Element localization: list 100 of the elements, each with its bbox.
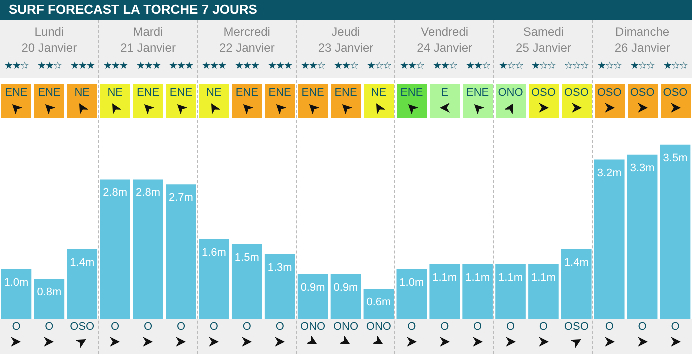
text: O xyxy=(538,321,549,333)
bar xyxy=(562,249,592,319)
data-label: 1.1m xyxy=(432,272,458,284)
text: ★★☆ xyxy=(36,60,62,72)
text: ONO xyxy=(332,321,360,333)
text: ★★★ xyxy=(135,60,162,72)
text: 25 Janvier xyxy=(515,40,572,56)
data-label: 2.7m xyxy=(169,192,194,204)
bar xyxy=(166,184,196,319)
text: O xyxy=(274,321,286,333)
text: O xyxy=(505,321,516,333)
data-label: 1.4m xyxy=(564,256,589,269)
text: Vendredi xyxy=(420,24,470,40)
text: ★★★ xyxy=(267,60,294,72)
data-label: 1.4m xyxy=(70,256,95,269)
text: O xyxy=(110,321,121,333)
text: O xyxy=(472,321,484,333)
text: ENE xyxy=(396,84,427,118)
text: ENE xyxy=(331,84,361,118)
text: 21 Janvier xyxy=(120,40,177,56)
text: ★☆☆ xyxy=(366,60,392,72)
bar xyxy=(67,249,98,319)
bar xyxy=(133,180,164,319)
text: OSO xyxy=(562,84,592,118)
data-label: 1.3m xyxy=(268,262,292,274)
text: Dimanche xyxy=(614,24,671,40)
text: O xyxy=(637,321,648,333)
text: ★☆☆ xyxy=(530,60,557,72)
text: O xyxy=(176,321,187,333)
text: Samedi xyxy=(522,24,566,40)
text: NE xyxy=(199,84,230,118)
text: OSO xyxy=(563,321,590,333)
text: O xyxy=(44,321,55,333)
text: 22 Janvier xyxy=(218,40,276,56)
text: ★★★ xyxy=(201,60,228,72)
text: Mardi xyxy=(132,24,164,40)
text: O xyxy=(143,321,154,333)
text: ENE xyxy=(232,84,262,118)
data-label: 1.0m xyxy=(400,276,424,289)
text: OSO xyxy=(594,84,625,118)
text: ★☆☆ xyxy=(596,60,623,72)
text: ★★★ xyxy=(168,60,194,72)
bar xyxy=(264,254,296,319)
text: ★★☆ xyxy=(398,60,425,72)
text: Mercredi xyxy=(222,24,272,40)
text: E xyxy=(430,84,460,118)
text: ★★★ xyxy=(69,60,96,72)
data-label: 0.9m xyxy=(300,282,326,294)
bar xyxy=(462,264,493,319)
bar xyxy=(528,264,559,319)
text: ★★★ xyxy=(102,60,128,72)
data-label: 3.5m xyxy=(663,152,688,164)
bar xyxy=(594,160,625,319)
data-label: 1.1m xyxy=(531,272,556,284)
bar xyxy=(496,264,526,319)
text: 20 Janvier xyxy=(20,40,78,56)
text: ★☆☆ xyxy=(630,60,656,72)
data-label: 3.2m xyxy=(597,167,622,180)
text: ENE xyxy=(34,84,64,118)
text: OSO xyxy=(660,84,691,118)
text: NE xyxy=(67,84,98,118)
text: NE xyxy=(100,84,130,118)
text: ONO xyxy=(365,321,392,333)
text: 26 Janvier xyxy=(614,40,672,56)
bar xyxy=(1,269,32,319)
bar xyxy=(660,144,691,319)
data-label: 1.6m xyxy=(202,246,226,259)
bar xyxy=(330,274,362,319)
data-label: 2.8m xyxy=(136,187,161,200)
text: ONO xyxy=(496,84,526,118)
text: O xyxy=(670,321,681,333)
data-label: 0.6m xyxy=(366,296,392,309)
text: Jeudi xyxy=(330,24,362,40)
text: ENE xyxy=(166,84,196,118)
text: ENE xyxy=(133,84,164,118)
text: ☆☆☆ xyxy=(564,60,590,72)
data-label: 3.3m xyxy=(630,162,655,174)
bar xyxy=(430,264,460,319)
text: ★☆☆ xyxy=(498,60,524,72)
bar xyxy=(34,279,65,319)
text: ENE xyxy=(462,84,493,118)
bar xyxy=(364,289,394,319)
data-label: 1.1m xyxy=(466,272,490,284)
data-label: 1.1m xyxy=(498,272,523,284)
text: Lundi xyxy=(34,24,66,40)
text: O xyxy=(208,321,220,333)
data-label: 0.9m xyxy=(334,282,358,294)
text: 24 Janvier xyxy=(416,40,474,56)
text: NE xyxy=(364,84,394,118)
bar xyxy=(396,269,428,319)
text: ★★☆ xyxy=(333,60,359,72)
text: ★★☆ xyxy=(3,60,30,72)
text: O xyxy=(406,321,418,333)
bar xyxy=(627,154,658,319)
bar xyxy=(199,239,230,319)
bar xyxy=(298,274,328,319)
text: ONO xyxy=(300,321,327,333)
text: O xyxy=(440,321,450,333)
text: ENE xyxy=(1,84,32,118)
text: 23 Janvier xyxy=(317,40,375,56)
